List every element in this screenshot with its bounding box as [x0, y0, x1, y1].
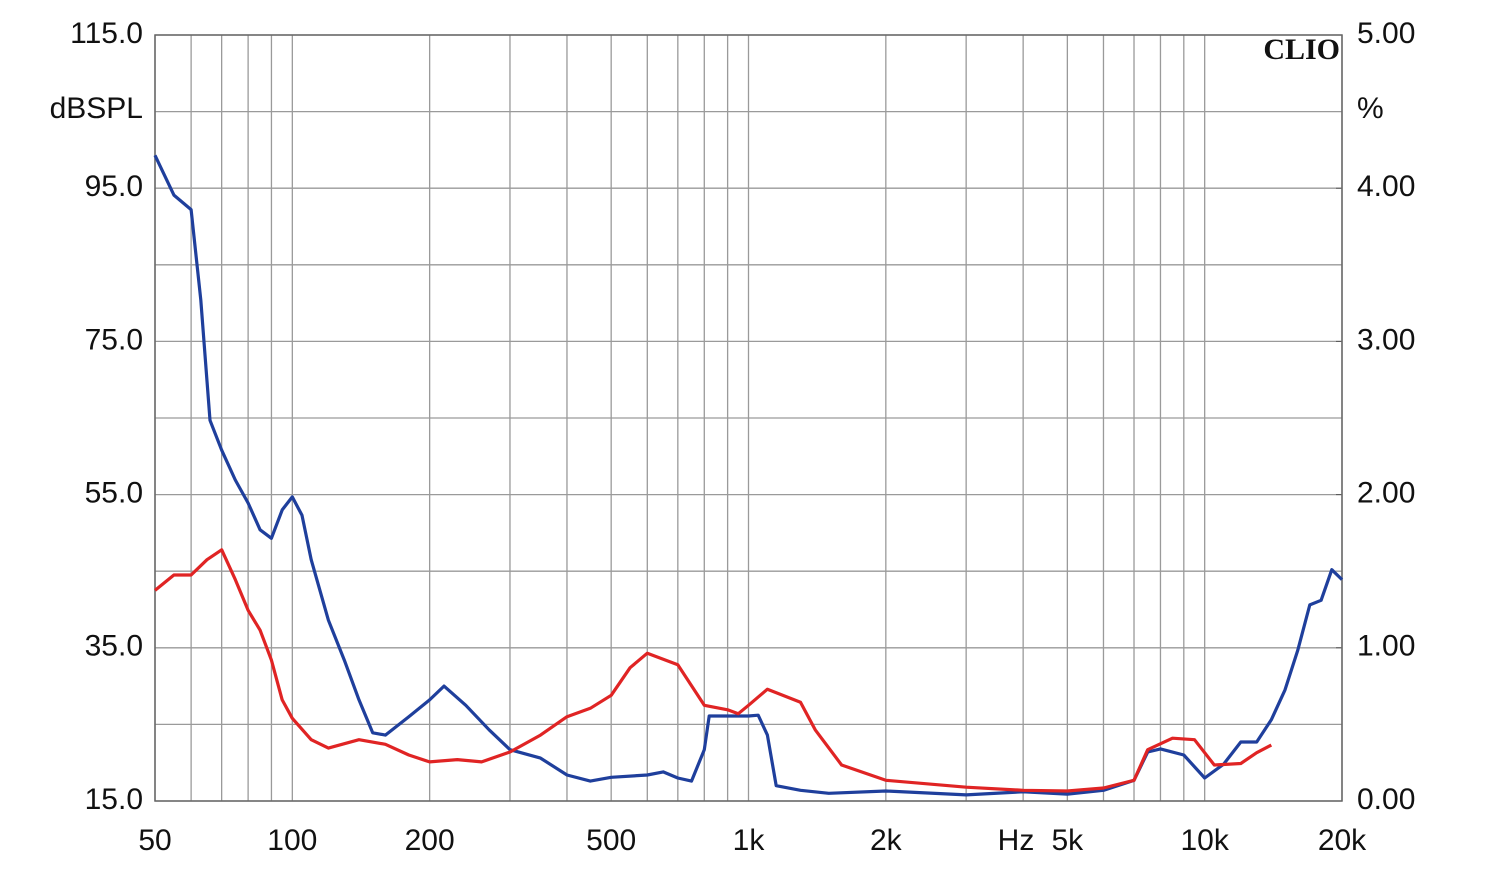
y2-tick-label: 2.00: [1357, 477, 1415, 510]
y-tick-label: 115.0: [70, 17, 143, 50]
x-tick-label: 200: [405, 824, 455, 857]
x-tick-label: 5k: [1052, 824, 1085, 857]
y2-tick-label: 0.00: [1357, 783, 1415, 816]
x-tick-label: 100: [267, 824, 317, 857]
x-tick-label: 1k: [733, 824, 766, 857]
x-axis-label: Hz: [998, 824, 1035, 857]
annotation: CLIO: [1263, 33, 1340, 66]
y2-axis-label: %: [1357, 92, 1384, 125]
x-tick-label: 20k: [1318, 824, 1367, 857]
y-tick-label: 35.0: [85, 630, 143, 663]
x-tick-label: 500: [586, 824, 636, 857]
y2-tick-label: 5.00: [1357, 17, 1415, 50]
y-tick-label: 95.0: [85, 170, 143, 203]
y2-tick-label: 1.00: [1357, 630, 1415, 663]
y2-tick-label: 3.00: [1357, 323, 1415, 356]
y-axis-label: dBSPL: [50, 92, 143, 125]
y-tick-label: 55.0: [85, 477, 143, 510]
plot-frame: [154, 34, 1343, 802]
line-series: [153, 154, 1344, 797]
y-tick-label: 15.0: [85, 783, 143, 816]
x-tick-label: 2k: [870, 824, 903, 857]
x-tick-label: 50: [138, 824, 171, 857]
line-series: [153, 548, 1273, 793]
y2-tick-label: 4.00: [1357, 170, 1415, 203]
x-tick-label: 10k: [1180, 824, 1229, 857]
y-tick-label: 75.0: [85, 323, 143, 356]
